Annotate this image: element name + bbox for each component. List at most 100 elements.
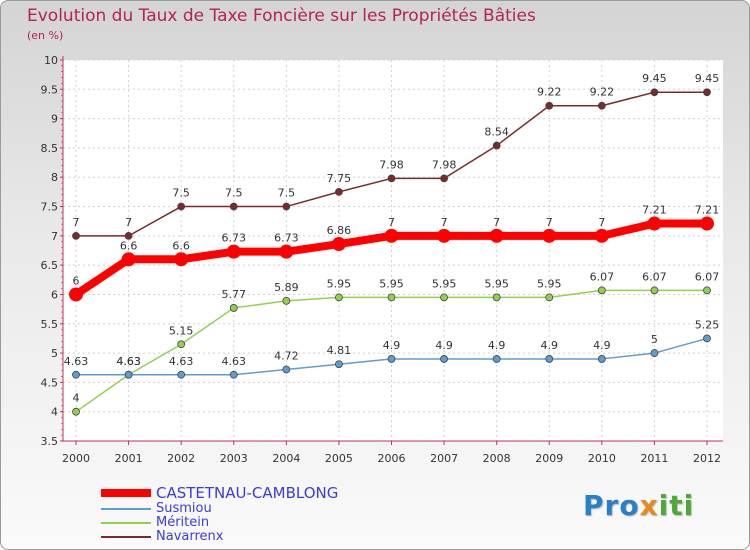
data-label-0: 7 <box>546 216 553 229</box>
data-label-2: 5.95 <box>327 277 352 290</box>
data-point-2 <box>703 286 711 295</box>
data-label-0: 6.86 <box>327 224 352 237</box>
y-tick-label: 6 <box>51 288 58 301</box>
data-point-0 <box>384 228 399 243</box>
x-tick-label: 2007 <box>430 452 458 465</box>
data-point-0 <box>174 252 189 267</box>
chart-title: Evolution du Taux de Taxe Foncière sur l… <box>27 6 536 26</box>
data-label-1: 4.63 <box>116 355 141 368</box>
x-tick-label: 2008 <box>483 452 511 465</box>
data-label-2: 5.95 <box>379 277 404 290</box>
x-tick-label: 2012 <box>693 452 721 465</box>
data-label-0: 7 <box>493 216 500 229</box>
data-point-3 <box>440 174 448 183</box>
y-tick-label: 8 <box>51 171 58 184</box>
data-label-layer: 6 6.6 6.6 6.73 6.73 6.86 7 7 7 7 7 7.21 7.21 4.63 4.63… <box>64 72 720 404</box>
data-point-3 <box>545 101 554 110</box>
data-label-3: 7.5 <box>278 187 296 200</box>
data-point-2 <box>387 293 396 302</box>
data-label-3: 7.5 <box>225 187 243 200</box>
data-point-0 <box>647 216 662 231</box>
data-point-2 <box>545 293 554 302</box>
legend-label-meritein: Méritein <box>156 515 210 530</box>
y-tick-label: 7.5 <box>41 201 59 214</box>
data-label-1: 4.63 <box>222 355 247 368</box>
data-point-0 <box>226 244 241 259</box>
data-label-2: 5.95 <box>537 277 562 290</box>
data-label-3: 9.45 <box>642 72 667 85</box>
data-point-1 <box>545 355 554 363</box>
y-tick-label: 4.5 <box>41 376 59 389</box>
data-point-1 <box>650 349 659 357</box>
y-tick-label: 10 <box>44 54 58 67</box>
data-point-0 <box>279 244 294 259</box>
data-label-2: 5.95 <box>484 277 509 290</box>
data-label-1: 4.9 <box>488 339 506 352</box>
data-label-2: 6.07 <box>695 270 720 283</box>
x-tick-label: 2006 <box>378 452 406 465</box>
data-point-2 <box>492 293 501 302</box>
data-point-2 <box>177 340 186 349</box>
x-tick-label: 2005 <box>325 452 353 465</box>
series-layer <box>69 88 714 416</box>
data-label-1: 4.81 <box>327 344 352 357</box>
data-point-2 <box>597 286 606 295</box>
data-label-1: 4.9 <box>383 339 401 352</box>
data-label-3: 7 <box>125 216 132 229</box>
legend-swatch-meritein <box>101 522 151 524</box>
legend-item-susmiou: Susmiou <box>101 501 371 517</box>
data-point-1 <box>335 360 343 369</box>
x-tick-label: 2003 <box>220 452 248 465</box>
data-label-3: 7.5 <box>172 187 190 200</box>
data-point-2 <box>650 286 659 295</box>
data-label-3: 8.54 <box>484 126 509 139</box>
data-label-0: 6.6 <box>120 239 138 252</box>
x-tick-label: 2011 <box>640 452 668 465</box>
data-point-1 <box>72 370 80 379</box>
data-label-0: 6.73 <box>222 232 247 245</box>
data-label-2: 5.89 <box>274 281 299 294</box>
axis-layer: 3.5 4 4.5 5 5.5 6 6.5 7 7.5 8 8.5 9 9.5 10 2000 2001 200… <box>41 54 723 465</box>
legend-item-meritein: Méritein <box>101 515 371 531</box>
data-label-1: 4.9 <box>593 339 611 352</box>
y-tick-label: 4 <box>51 406 58 419</box>
data-label-2: 6.07 <box>642 270 667 283</box>
data-point-1 <box>229 370 238 379</box>
data-label-2: 4 <box>73 392 80 405</box>
data-point-0 <box>437 228 452 243</box>
data-point-0 <box>331 237 346 252</box>
data-point-1 <box>177 370 186 379</box>
legend-item-navarrenx: Navarrenx <box>101 529 371 545</box>
data-point-3 <box>650 88 659 97</box>
data-point-3 <box>335 187 343 196</box>
data-point-1 <box>124 370 133 379</box>
data-label-0: 6.6 <box>172 239 190 252</box>
data-label-2: 5.77 <box>222 288 247 301</box>
x-tick-label: 2009 <box>535 452 563 465</box>
y-tick-label: 7 <box>51 230 58 243</box>
data-label-0: 6 <box>73 274 80 287</box>
x-tick-label: 2004 <box>272 452 300 465</box>
data-point-0 <box>594 228 609 243</box>
plot-area <box>63 60 723 441</box>
proxiti-logo: Proxiti <box>583 489 695 522</box>
y-tick-label: 5.5 <box>41 318 59 331</box>
data-label-0: 7 <box>441 216 448 229</box>
y-tick-label: 5 <box>51 347 58 360</box>
data-label-2: 5.15 <box>169 324 194 337</box>
y-tick-label: 6.5 <box>41 259 59 272</box>
legend-label-navarrenx: Navarrenx <box>156 529 224 544</box>
x-tick-label: 2010 <box>588 452 616 465</box>
data-label-1: 5.25 <box>695 318 720 331</box>
data-label-0: 7 <box>598 216 605 229</box>
data-label-1: 5 <box>651 333 658 346</box>
data-point-2 <box>335 293 343 302</box>
data-label-3: 7.75 <box>327 172 352 185</box>
data-point-1 <box>703 334 711 343</box>
y-tick-label: 9.5 <box>41 83 59 96</box>
y-tick-label: 3.5 <box>41 435 59 448</box>
data-point-3 <box>72 231 80 240</box>
data-label-0: 6.73 <box>274 232 299 245</box>
data-point-1 <box>440 355 448 363</box>
data-point-3 <box>124 231 133 240</box>
